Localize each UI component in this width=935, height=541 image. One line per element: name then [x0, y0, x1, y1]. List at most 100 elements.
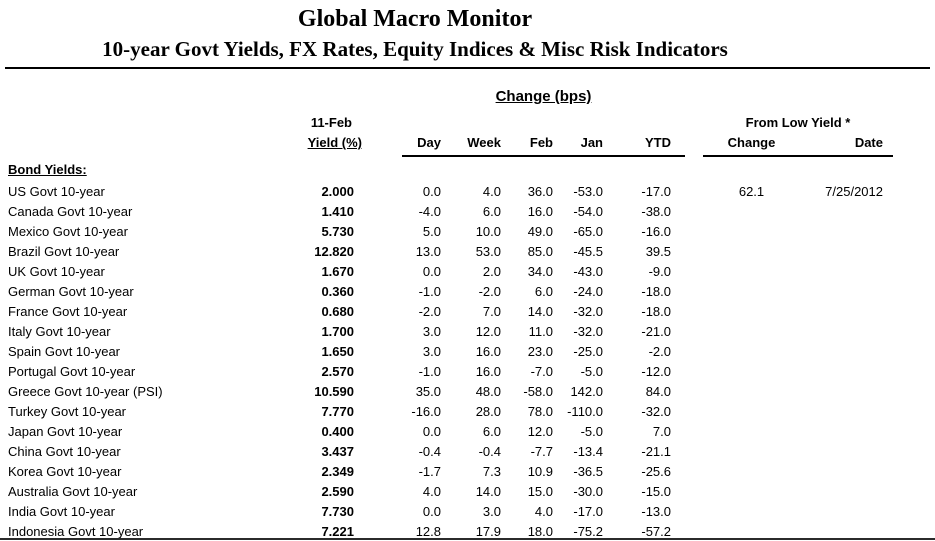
jan-change-value: 142.0	[570, 384, 603, 399]
week-change-value: 7.3	[482, 464, 501, 479]
table-row: Spain Govt 10-year 1.650 3.0 16.0 23.0 -…	[0, 342, 935, 362]
from-low-date-value	[800, 382, 893, 402]
week-change-value: 4.0	[482, 184, 501, 199]
row-label: Greece Govt 10-year (PSI)	[8, 384, 163, 399]
yield-value: 10.590	[314, 384, 354, 399]
jan-change-value: -5.0	[580, 364, 603, 379]
from-low-change-value	[703, 382, 800, 402]
yield-value: 0.680	[321, 304, 354, 319]
feb-change-value: 6.0	[534, 284, 553, 299]
day-change-value: 5.0	[422, 224, 441, 239]
day-change-value: 4.0	[422, 484, 441, 499]
from-low-date-column-header: Date	[854, 135, 883, 150]
from-low-change-value	[703, 302, 800, 322]
ytd-change-value: 7.0	[652, 424, 671, 439]
from-low-change-value	[703, 402, 800, 422]
section-bottom-divider	[0, 538, 935, 540]
bond-yields-rows: US Govt 10-year 2.000 0.0 4.0 36.0 -53.0…	[0, 182, 935, 541]
table-row: German Govt 10-year 0.360 -1.0 -2.0 6.0 …	[0, 282, 935, 302]
yield-value: 2.570	[321, 364, 354, 379]
row-label: Australia Govt 10-year	[8, 484, 138, 499]
feb-column-header: Feb	[529, 135, 553, 150]
from-low-change-value: 62.1	[738, 184, 765, 199]
ytd-change-value: 84.0	[645, 384, 671, 399]
day-change-value: -0.4	[418, 444, 441, 459]
from-low-date-value	[800, 242, 893, 262]
table-row: UK Govt 10-year 1.670 0.0 2.0 34.0 -43.0…	[0, 262, 935, 282]
yield-value: 12.820	[314, 244, 354, 259]
jan-change-value: -65.0	[573, 224, 603, 239]
table-row: Greece Govt 10-year (PSI) 10.590 35.0 48…	[0, 382, 935, 402]
jan-change-value: -17.0	[573, 504, 603, 519]
from-low-change-value	[703, 482, 800, 502]
table-row: France Govt 10-year 0.680 -2.0 7.0 14.0 …	[0, 302, 935, 322]
from-low-date-value	[800, 482, 893, 502]
day-change-value: 3.0	[422, 324, 441, 339]
yield-value: 2.590	[321, 484, 354, 499]
table-row: Japan Govt 10-year 0.400 0.0 6.0 12.0 -5…	[0, 422, 935, 442]
row-label: Mexico Govt 10-year	[8, 224, 128, 239]
table-row: Canada Govt 10-year 1.410 -4.0 6.0 16.0 …	[0, 202, 935, 222]
ytd-change-value: -18.0	[641, 304, 671, 319]
from-low-date-value	[800, 402, 893, 422]
from-low-change-column-header: Change	[727, 135, 776, 150]
day-change-value: -16.0	[411, 404, 441, 419]
ytd-change-value: -25.6	[641, 464, 671, 479]
from-low-date-value	[800, 262, 893, 282]
day-change-value: 0.0	[422, 504, 441, 519]
yield-value: 1.410	[321, 204, 354, 219]
feb-change-value: 4.0	[534, 504, 553, 519]
ytd-change-value: -32.0	[641, 404, 671, 419]
table-row: Portugal Govt 10-year 2.570 -1.0 16.0 -7…	[0, 362, 935, 382]
jan-change-value: -53.0	[573, 184, 603, 199]
ytd-change-value: -21.1	[641, 444, 671, 459]
week-change-value: 48.0	[475, 384, 501, 399]
ytd-change-value: -15.0	[641, 484, 671, 499]
row-label: Portugal Govt 10-year	[8, 364, 136, 379]
ytd-change-value: -57.2	[641, 524, 671, 539]
yield-value: 7.221	[321, 524, 354, 539]
report-header: Global Macro Monitor 10-year Govt Yields…	[0, 4, 830, 64]
from-low-date-value	[800, 502, 893, 522]
from-low-change-value	[703, 222, 800, 242]
feb-change-value: 12.0	[527, 424, 553, 439]
from-low-change-value	[703, 362, 800, 382]
jan-change-value: -54.0	[573, 204, 603, 219]
row-label: Brazil Govt 10-year	[8, 244, 120, 259]
row-label: India Govt 10-year	[8, 504, 115, 519]
yield-value: 7.770	[321, 404, 354, 419]
week-change-value: 6.0	[482, 424, 501, 439]
row-label: Indonesia Govt 10-year	[8, 524, 144, 539]
from-low-date-value	[800, 362, 893, 382]
from-low-change-value	[703, 262, 800, 282]
ytd-column-header: YTD	[645, 135, 671, 150]
from-low-columns-underline	[703, 155, 893, 157]
feb-change-value: 11.0	[528, 324, 553, 339]
day-change-value: 0.0	[422, 424, 441, 439]
week-change-value: 28.0	[475, 404, 501, 419]
from-low-date-value	[800, 202, 893, 222]
week-change-value: 6.0	[482, 204, 501, 219]
table-row: US Govt 10-year 2.000 0.0 4.0 36.0 -53.0…	[0, 182, 935, 202]
from-low-change-value	[703, 442, 800, 462]
day-change-value: -2.0	[418, 304, 441, 319]
header-divider-line	[5, 67, 930, 69]
jan-change-value: -43.0	[573, 264, 603, 279]
report-subtitle: 10-year Govt Yields, FX Rates, Equity In…	[102, 37, 728, 61]
week-change-value: 2.0	[482, 264, 501, 279]
jan-change-value: -24.0	[573, 284, 603, 299]
week-change-value: 16.0	[475, 344, 501, 359]
from-low-date-value	[800, 222, 893, 242]
day-column-header: Day	[417, 135, 441, 150]
day-change-value: 3.0	[422, 344, 441, 359]
yield-column-header: Yield (%)	[307, 135, 362, 150]
from-low-change-value	[703, 202, 800, 222]
from-low-change-value	[703, 502, 800, 522]
day-change-value: -4.0	[418, 204, 441, 219]
day-change-value: 12.8	[415, 524, 441, 539]
ytd-change-value: -2.0	[648, 344, 671, 359]
week-change-value: 14.0	[475, 484, 501, 499]
from-low-change-value	[703, 462, 800, 482]
row-label: China Govt 10-year	[8, 444, 121, 459]
